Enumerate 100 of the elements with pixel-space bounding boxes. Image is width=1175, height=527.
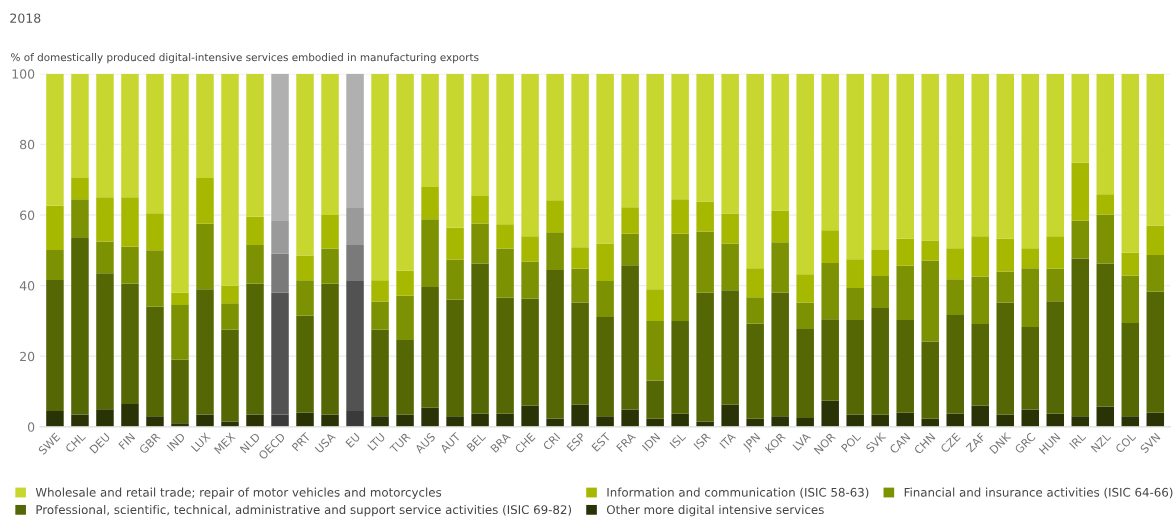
- bar: [496, 413, 514, 427]
- bar: [196, 177, 214, 224]
- bar: [546, 200, 564, 233]
- bar: [721, 213, 739, 244]
- bar: [471, 413, 489, 427]
- bar: [1071, 162, 1090, 221]
- bar: [446, 416, 464, 427]
- bar: [996, 271, 1014, 303]
- bar: [696, 73, 714, 202]
- x-tick-label: ISR: [693, 432, 712, 450]
- bar: [896, 73, 914, 239]
- bar: [1021, 326, 1040, 410]
- x-tick-label: IDN: [641, 432, 661, 452]
- bar: [996, 238, 1014, 272]
- bar: [346, 207, 364, 246]
- bar: [1021, 248, 1040, 269]
- bar: [296, 255, 314, 281]
- bar: [621, 233, 639, 266]
- bar: [196, 73, 214, 178]
- bar: [121, 403, 139, 427]
- bar: [371, 329, 389, 417]
- bar: [671, 73, 689, 200]
- bar: [971, 73, 989, 237]
- bar: [246, 414, 264, 427]
- bar: [421, 407, 439, 427]
- bar: [921, 260, 939, 342]
- bar: [346, 73, 364, 208]
- bar: [796, 329, 814, 419]
- bar: [846, 73, 864, 260]
- bar: [821, 400, 839, 427]
- bar: [1096, 263, 1115, 407]
- bar: [396, 270, 414, 296]
- bar: [396, 73, 414, 271]
- bar: [246, 73, 264, 217]
- bar: [746, 73, 764, 269]
- bar: [521, 405, 539, 427]
- bar: [596, 281, 614, 318]
- bar: [46, 205, 64, 250]
- x-tick-label: CHL: [64, 431, 86, 454]
- bar: [396, 295, 414, 341]
- bar: [1071, 416, 1090, 427]
- x-tick-label: BEL: [466, 432, 487, 452]
- bar: [546, 270, 564, 419]
- bar: [221, 73, 239, 286]
- legend-label: Financial and insurance activities (ISIC 64-66): [904, 487, 1173, 499]
- bar: [421, 287, 439, 408]
- bar: [1096, 214, 1115, 264]
- bar: [971, 236, 989, 277]
- bar: [196, 223, 214, 290]
- bar: [321, 248, 339, 284]
- bar: [696, 292, 714, 422]
- bar: [1021, 73, 1040, 249]
- bar: [721, 73, 739, 214]
- x-tick-label: NZL: [1090, 432, 1112, 453]
- bar: [546, 73, 564, 201]
- bar: [496, 224, 514, 249]
- bar: [946, 73, 964, 249]
- bar: [346, 280, 364, 411]
- bar: [1046, 236, 1065, 269]
- x-tick-label: IRL: [1069, 432, 1087, 450]
- bar: [896, 238, 914, 266]
- bar: [196, 414, 214, 427]
- bar: [1021, 409, 1040, 427]
- bar: [396, 340, 414, 415]
- y-tick-label: 0: [27, 422, 35, 432]
- bar: [1046, 268, 1065, 302]
- bar: [1071, 220, 1090, 259]
- bar: [1046, 301, 1065, 414]
- bar: [621, 73, 639, 208]
- bar: [1046, 73, 1065, 237]
- bar: [296, 412, 314, 427]
- bar: [571, 302, 589, 405]
- bar: [46, 249, 64, 280]
- legend-label: Other more digital intensive services: [606, 504, 824, 517]
- bar: [871, 307, 889, 415]
- bar: [1121, 73, 1140, 253]
- bar: [521, 298, 539, 406]
- y-tick-label: 100: [12, 69, 35, 79]
- y-tick-label: 20: [20, 351, 35, 362]
- bar: [971, 276, 989, 325]
- bar: [646, 289, 664, 321]
- bar: [146, 306, 164, 417]
- bar: [496, 248, 514, 298]
- bar: [796, 73, 814, 275]
- bar: [971, 405, 989, 427]
- bar: [896, 265, 914, 320]
- bar: [796, 302, 814, 330]
- bar: [921, 73, 939, 241]
- bar: [1096, 73, 1115, 195]
- y-axis-title: % of domestically produced digital-intensive services embodied in manufacturing exports: [11, 53, 479, 64]
- bar: [596, 317, 614, 417]
- bar: [121, 73, 139, 198]
- bar: [1096, 406, 1115, 427]
- bar: [196, 289, 214, 415]
- bar: [946, 413, 964, 427]
- bar: [1121, 275, 1140, 324]
- bar: [71, 177, 89, 200]
- bar: [321, 414, 339, 427]
- bar: [271, 253, 289, 293]
- bar: [146, 250, 164, 307]
